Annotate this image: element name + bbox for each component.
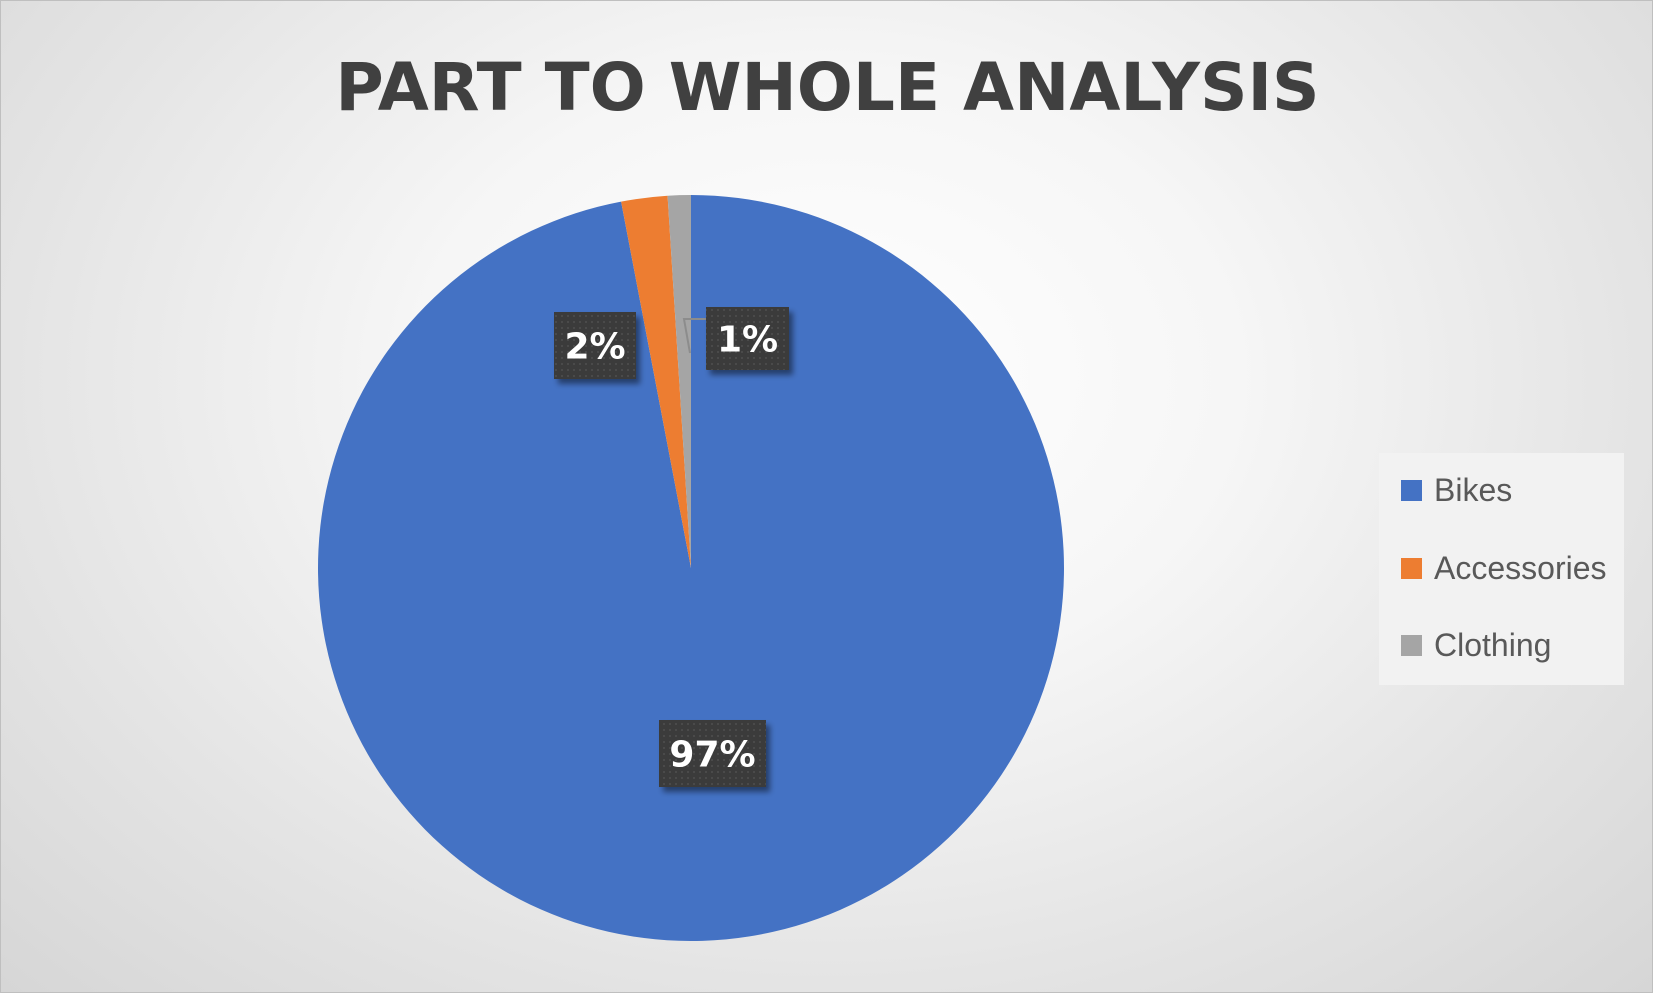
legend-label-clothing: Clothing xyxy=(1434,626,1552,663)
pie-slice-bikes xyxy=(317,195,1064,941)
pie-slice-accessories xyxy=(621,195,691,568)
data-label-box xyxy=(706,307,789,370)
pie-slice-clothing xyxy=(667,195,691,568)
legend-swatch-accessories xyxy=(1401,557,1422,579)
legend-item-clothing: Clothing xyxy=(1401,625,1551,665)
legend-label-accessories: Accessories xyxy=(1434,549,1607,586)
data-label-text: 2% xyxy=(564,327,625,368)
data-label-accessories: 2% xyxy=(554,312,636,379)
legend-label-bikes: Bikes xyxy=(1434,471,1513,508)
pie-slices xyxy=(317,195,1064,941)
data-label-text: 1% xyxy=(717,320,778,361)
data-label-text: 97% xyxy=(669,735,755,776)
data-labels: 97% 2% 1% xyxy=(554,307,789,787)
data-label-box xyxy=(554,312,636,379)
legend-swatch-clothing xyxy=(1401,634,1422,656)
leader-lines xyxy=(682,318,706,354)
data-label-box xyxy=(659,720,766,787)
data-label-clothing: 1% xyxy=(706,307,789,370)
leader-line-clothing xyxy=(682,318,706,354)
legend-item-accessories: Accessories xyxy=(1401,548,1607,588)
legend: Bikes Accessories Clothing xyxy=(1379,453,1624,685)
legend-swatch-bikes xyxy=(1401,479,1422,501)
data-label-bikes: 97% xyxy=(659,720,766,787)
legend-item-bikes: Bikes xyxy=(1401,470,1512,510)
chart-title: PART TO WHOLE ANALYSIS xyxy=(335,49,1320,126)
